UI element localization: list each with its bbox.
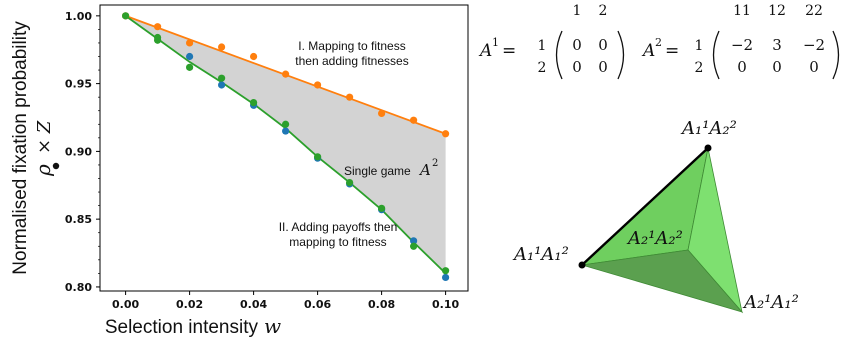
y-axis-label-group: Normalised fixation probability [10,21,31,275]
y-axis-rho: ρ [31,164,55,177]
series-1-point-1 [218,81,226,89]
matrix-a2-equals: = [665,41,679,61]
y-axis-times-z: × Z [34,120,55,154]
matrix-a2-col-3: 22 [805,3,823,19]
simplex-label-right: A₂¹A₁² [742,292,799,313]
x-tick-label: 0.06 [304,298,331,311]
matrix-a2-col-1: 11 [733,3,751,19]
y-tick-label: 0.80 [65,281,92,294]
simplex-label-inner: A₂¹A₂² [626,228,683,249]
y-tick-label: 0.90 [65,145,92,158]
simplex-label-top: A₁¹A₂² [680,118,737,139]
x-axis-label-var: w [264,314,281,338]
series-2-point-5 [250,98,258,107]
series-0-point-8 [378,109,386,118]
matrix-a1-row-1: 1 [538,38,547,54]
x-tick-label: 0.10 [432,298,459,311]
annotation-middle-text: Single game [344,164,411,178]
series-2-point-4 [218,74,226,82]
matrix-a2-cell-1-2: 3 [772,36,782,54]
matrix-a1-equals: = [502,41,516,61]
plot-frame [99,4,469,292]
y-tick-label: 0.85 [65,213,92,226]
series-0-point-7 [346,93,354,101]
matrix-a1: A 1 = 1 2 1 2 0 0 0 0 [478,3,625,80]
matrix-a2-row-1: 1 [695,38,704,54]
annotation-middle-math: A [418,161,431,179]
x-axis-label: Selection intensity [105,317,259,338]
annotation-upper-line2: then adding fitnesses [295,54,408,68]
simplex-tetrahedron: A₁¹A₂² A₁¹A₁² A₂¹A₁² A₂¹A₂² [512,118,799,314]
matrix-a2-col-2: 12 [768,3,786,19]
series-2-point-10 [410,242,418,250]
series-0-point-10 [442,130,450,138]
series-0-point-3 [218,43,226,51]
series-2-point-8 [346,178,354,187]
matrix-a1-cell-1-2: 0 [598,36,608,54]
matrix-a1-col-1: 1 [573,3,582,19]
series-2-point-11 [442,267,450,275]
simplex-label-left: A₁¹A₁² [512,244,569,265]
series-1-point-3 [282,127,290,135]
annotation-upper-line1: I. Mapping to fitness [298,39,405,53]
matrix-a2-sup: 2 [655,36,662,49]
matrix-a2-cell-2-3: 0 [809,58,819,76]
shaded-region [125,15,446,274]
y-tick-label: 0.95 [65,78,92,91]
matrix-a1-right-paren [617,30,625,80]
y-axis-math-group: ρ × Z [31,120,60,177]
annotation-lower-line1: II. Adding payoffs then [279,220,398,234]
fixation-chart: 0.00 0.02 0.04 0.06 0.08 0.10 0.80 0.85 0.90 0.9… [10,4,469,338]
series-2-point-9 [378,204,386,212]
series-2-point-2 [154,36,162,44]
series-2-point-0 [122,12,130,20]
matrix-a2-cell-2-2: 0 [772,58,782,76]
series-0-point-5 [282,70,290,78]
matrix-a1-row-2: 2 [538,60,547,76]
annotation-middle-sup: 2 [432,158,438,169]
matrix-a2-left-paren [712,30,720,80]
series-0-point-6 [314,81,322,89]
matrix-a1-name: A [478,41,492,61]
series-0-point-4 [250,52,258,61]
simplex-vertex-top [704,144,712,152]
matrix-a2-right-paren [832,30,840,80]
matrix-a2-cell-1-1: −2 [731,36,753,54]
series-0-point-2 [186,39,194,47]
y-tick-label: 1.00 [65,10,92,23]
simplex-edge-highlight [581,147,709,266]
matrix-a1-cell-2-1: 0 [572,58,582,76]
series-2-point-3 [186,63,194,71]
annotation-lower-line2: mapping to fitness [289,235,386,249]
series-0-point-9 [410,116,418,124]
matrix-a1-cell-2-2: 0 [598,58,608,76]
series-1-point-8 [442,273,450,282]
matrix-a1-sup: 1 [492,36,499,49]
series-2-point-7 [314,153,322,161]
simplex-face-bottom [581,249,744,313]
series-0-point-1 [154,23,162,31]
matrix-a1-col-2: 2 [599,3,608,19]
x-tick-label: 0.04 [240,298,267,311]
series-2-point-6 [282,120,290,128]
simplex-vertex-left [578,261,586,269]
y-axis-dot-subscript [52,162,60,170]
matrix-a1-cell-1-1: 0 [572,36,582,54]
y-axis-label: Normalised fixation probability [10,21,31,275]
matrix-a1-left-paren [555,30,563,80]
matrix-a2: A 2 = 11 12 22 1 2 −2 3 −2 0 0 0 [641,3,840,80]
series-1-point-0 [186,52,194,61]
matrix-a2-row-2: 2 [695,60,704,76]
x-tick-label: 0.00 [112,298,139,311]
matrix-a2-name: A [641,41,655,61]
matrix-a2-cell-2-1: 0 [737,58,747,76]
series-1-point-7 [410,237,418,245]
x-tick-label: 0.08 [368,298,395,311]
x-tick-label: 0.02 [176,298,203,311]
matrix-a2-cell-1-3: −2 [803,36,825,54]
